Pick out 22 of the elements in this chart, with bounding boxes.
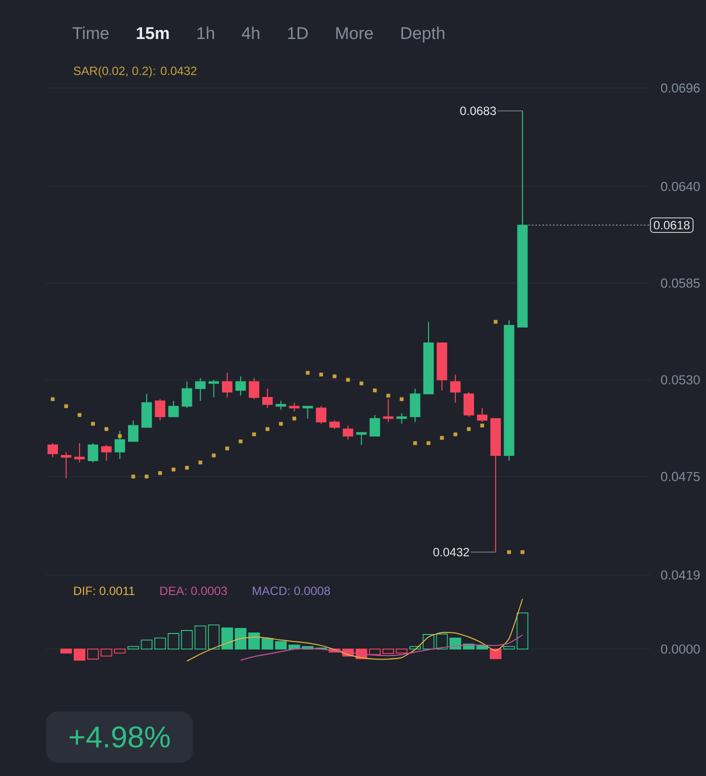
y-tick-label: 0.0530 <box>661 375 700 384</box>
text: 1h <box>197 26 214 39</box>
text: Time <box>72 26 109 40</box>
annotation: 0.0683 <box>460 106 496 116</box>
text: DIF: 0.0011 <box>74 586 134 596</box>
y-tick-label: 0.0475 <box>661 472 700 482</box>
annotation: 0.0432 <box>433 548 469 556</box>
text: More <box>336 27 373 40</box>
text: 15m <box>136 27 169 40</box>
text: SAR(0.02, 0.2): 0.0432 <box>74 66 196 78</box>
text: DEA: 0.0003 <box>160 586 227 596</box>
text: 4h <box>242 26 260 39</box>
text: 0.0000 <box>661 644 700 654</box>
y-tick-label: 0.0419 <box>661 570 700 580</box>
text: +4.98% <box>70 726 170 748</box>
ref-line-label: 0.0618 <box>654 220 690 230</box>
y-tick-label: 0.0640 <box>661 182 700 192</box>
y-tick-label: 0.0585 <box>661 278 700 288</box>
y-tick-label: 0.0696 <box>661 83 700 93</box>
text: MACD: 0.0008 <box>252 586 330 596</box>
text: 1D <box>288 27 308 39</box>
text: Depth <box>401 26 444 43</box>
